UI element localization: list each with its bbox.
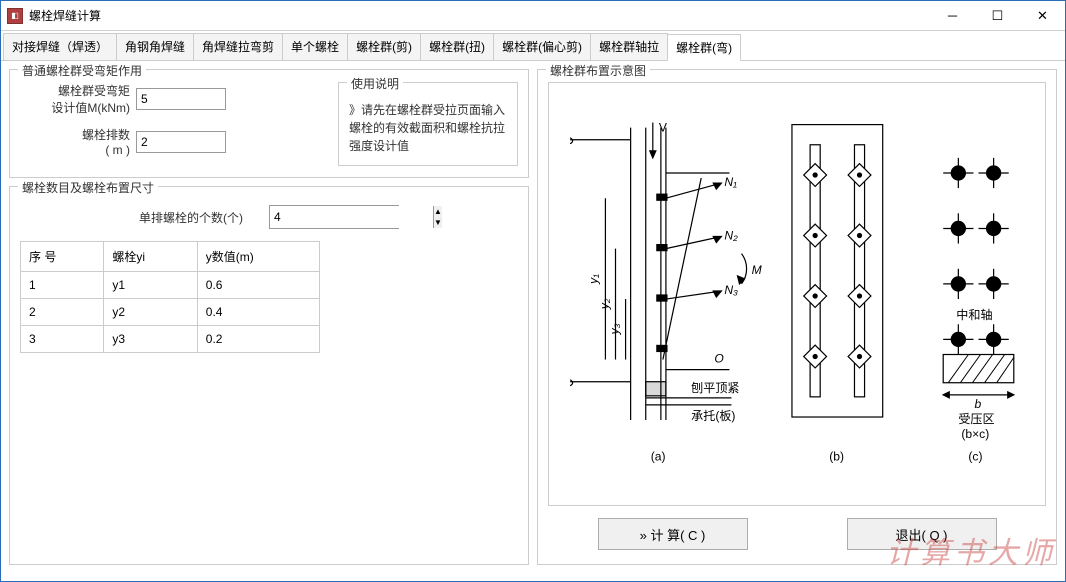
group-bending-title: 普通螺栓群受弯矩作用 xyxy=(18,62,146,79)
usage-text: 》请先在螺栓群受拉页面输入螺栓的有效截面积和螺栓抗拉强度设计值 xyxy=(349,101,507,155)
table-cell: 0.4 xyxy=(197,299,319,326)
app-window: ◧ 螺栓焊缝计算 ─ ☐ ✕ 对接焊缝（焊透）角钢角焊缝角焊缝拉弯剪单个螺栓螺栓… xyxy=(0,0,1066,582)
left-panel: 普通螺栓群受弯矩作用 螺栓群受弯矩 设计值M(kNm) 螺栓排数 ( m ) xyxy=(9,69,529,573)
lbl-compress: 受压区 xyxy=(958,412,994,426)
lbl-y3: y₃ xyxy=(608,323,622,335)
tab-1[interactable]: 角钢角焊缝 xyxy=(116,33,194,60)
lbl-O: O xyxy=(714,352,724,366)
table-cell: 2 xyxy=(21,299,104,326)
bolt-diagram-svg: V N₁ N₂ N₃ xyxy=(555,89,1039,499)
group-layout-title: 螺栓数目及螺栓布置尺寸 xyxy=(18,179,158,196)
button-row: » 计 算( C ) 退出( Q ) xyxy=(548,506,1046,554)
bolt-table: 序 号螺栓yiy数值(m) 1y10.62y20.43y30.2 xyxy=(20,241,320,353)
lbl-N2: N₂ xyxy=(724,229,738,243)
tab-8[interactable]: 螺栓群(弯) xyxy=(667,34,741,61)
tab-5[interactable]: 螺栓群(扭) xyxy=(420,33,494,60)
table-cell: 3 xyxy=(21,326,104,353)
count-label: 单排螺栓的个数(个) xyxy=(139,209,243,226)
table-cell: 0.6 xyxy=(197,272,319,299)
diagram-title: 螺栓群布置示意图 xyxy=(546,62,650,79)
lbl-t2: 承托(板) xyxy=(691,409,735,423)
right-panel: 螺栓群布置示意图 xyxy=(537,69,1057,573)
window-title: 螺栓焊缝计算 xyxy=(29,7,930,24)
rows-label: 螺栓排数 ( m ) xyxy=(20,126,130,157)
lbl-V: V xyxy=(659,121,668,135)
calculate-button[interactable]: » 计 算( C ) xyxy=(598,518,748,550)
lbl-N1: N₁ xyxy=(724,175,737,189)
table-cell: y1 xyxy=(104,272,197,299)
spinner-up-icon[interactable]: ▲ xyxy=(434,206,442,217)
table-cell: 0.2 xyxy=(197,326,319,353)
moment-label: 螺栓群受弯矩 设计值M(kNm) xyxy=(20,82,130,116)
titlebar: ◧ 螺栓焊缝计算 ─ ☐ ✕ xyxy=(1,1,1065,31)
lbl-bc: (b×c) xyxy=(961,427,989,441)
diagram-area: V N₁ N₂ N₃ xyxy=(548,82,1046,506)
table-cell: 1 xyxy=(21,272,104,299)
lbl-a: (a) xyxy=(651,449,666,463)
tab-0[interactable]: 对接焊缝（焊透） xyxy=(3,33,117,60)
minimize-button[interactable]: ─ xyxy=(930,1,975,30)
table-cell: y2 xyxy=(104,299,197,326)
usage-box: 使用说明 》请先在螺栓群受拉页面输入螺栓的有效截面积和螺栓抗拉强度设计值 xyxy=(338,82,518,166)
count-spinner[interactable]: ▲ ▼ xyxy=(269,205,399,229)
lbl-y2: y₂ xyxy=(597,298,611,310)
content-area: 普通螺栓群受弯矩作用 螺栓群受弯矩 设计值M(kNm) 螺栓排数 ( m ) xyxy=(1,61,1065,581)
tab-2[interactable]: 角焊缝拉弯剪 xyxy=(193,33,283,60)
table-row: 2y20.4 xyxy=(21,299,320,326)
moment-input[interactable] xyxy=(136,88,226,110)
tab-7[interactable]: 螺栓群轴拉 xyxy=(590,33,668,60)
tab-3[interactable]: 单个螺栓 xyxy=(282,33,348,60)
maximize-button[interactable]: ☐ xyxy=(975,1,1020,30)
group-layout: 螺栓数目及螺栓布置尺寸 单排螺栓的个数(个) ▲ ▼ 序 号螺栓yiy数值(m)… xyxy=(9,186,529,565)
lbl-c: (c) xyxy=(968,449,982,463)
usage-title: 使用说明 xyxy=(347,75,403,93)
table-row: 3y30.2 xyxy=(21,326,320,353)
tab-bar: 对接焊缝（焊透）角钢角焊缝角焊缝拉弯剪单个螺栓螺栓群(剪)螺栓群(扭)螺栓群(偏… xyxy=(1,31,1065,61)
lbl-t1: 刨平顶紧 xyxy=(691,380,739,395)
exit-button[interactable]: 退出( Q ) xyxy=(847,518,997,550)
count-input[interactable] xyxy=(270,206,433,228)
lbl-N3: N₃ xyxy=(724,283,738,297)
lbl-b: (b) xyxy=(829,449,844,463)
lbl-y1: y₁ xyxy=(586,274,600,285)
close-button[interactable]: ✕ xyxy=(1020,1,1065,30)
col-header: 螺栓yi xyxy=(104,242,197,272)
col-header: 序 号 xyxy=(21,242,104,272)
group-diagram: 螺栓群布置示意图 xyxy=(537,69,1057,565)
rows-input[interactable] xyxy=(136,131,226,153)
app-icon: ◧ xyxy=(7,8,23,24)
spinner-down-icon[interactable]: ▼ xyxy=(434,217,442,228)
tab-4[interactable]: 螺栓群(剪) xyxy=(347,33,421,60)
table-row: 1y10.6 xyxy=(21,272,320,299)
lbl-zh: 中和轴 xyxy=(956,307,992,322)
table-cell: y3 xyxy=(104,326,197,353)
group-bending: 普通螺栓群受弯矩作用 螺栓群受弯矩 设计值M(kNm) 螺栓排数 ( m ) xyxy=(9,69,529,178)
col-header: y数值(m) xyxy=(197,242,319,272)
tab-6[interactable]: 螺栓群(偏心剪) xyxy=(493,33,591,60)
lbl-M: M xyxy=(752,263,763,277)
lbl-bdim: b xyxy=(974,397,981,411)
